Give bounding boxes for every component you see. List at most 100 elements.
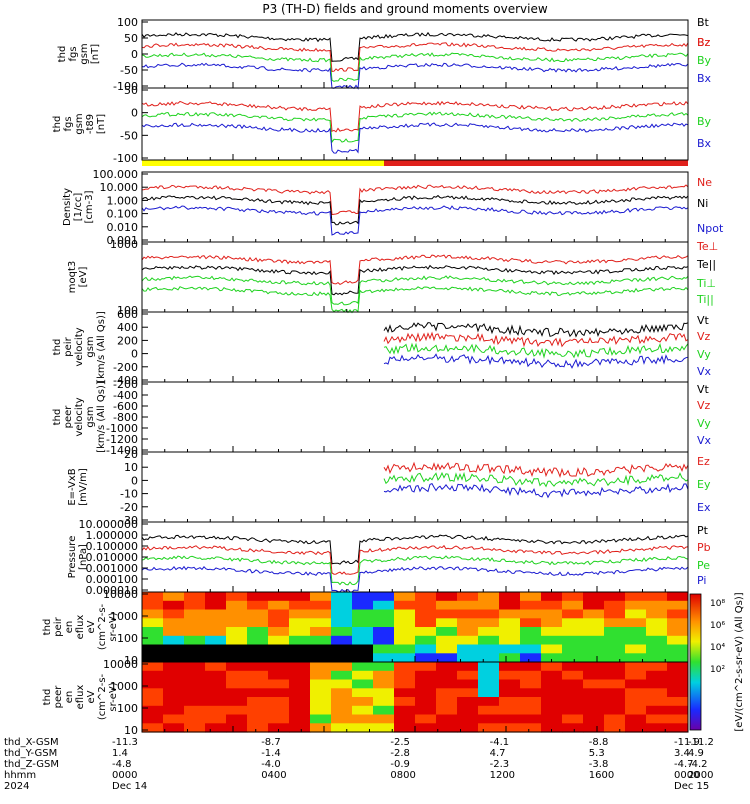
y-axis-label: [eV] xyxy=(78,267,89,288)
spectrogram-cell xyxy=(226,592,248,602)
spectrogram-cell xyxy=(436,723,458,733)
spectrogram-cell xyxy=(541,705,563,716)
spectrogram-cell xyxy=(499,697,521,707)
spectrogram-cell xyxy=(520,705,542,716)
x-axis-value: -11.2 xyxy=(688,737,714,748)
series-line-Ti|| xyxy=(141,286,689,314)
spectrogram-cell xyxy=(289,662,311,672)
y-tick-label: 0.010 xyxy=(107,221,139,234)
spectrogram-cell xyxy=(310,714,332,724)
spectrogram-cell xyxy=(142,635,164,646)
spectrogram-cell xyxy=(142,592,164,602)
spectrogram-cell xyxy=(625,723,647,733)
x-axis-value: -0.9 xyxy=(390,759,410,770)
spectrogram-cell xyxy=(226,670,248,681)
spectrogram-cell xyxy=(394,609,416,619)
spectrogram-cell xyxy=(331,644,353,654)
x-axis-value: Dec 14 xyxy=(112,781,147,792)
spectrogram-cell xyxy=(373,592,395,602)
series-line-Ti⊥ xyxy=(141,275,689,306)
panel-1: 100 50 0 -50 -100 thd fgs gsm [nT] Bt Bz By Bx xyxy=(57,16,712,93)
spectrogram-cell xyxy=(604,670,626,681)
spectrogram-cell xyxy=(436,609,458,619)
spectrogram-cell xyxy=(520,679,542,689)
legend-entry-Pb: Pb xyxy=(697,541,711,554)
x-axis-value: 3.4 xyxy=(674,748,690,759)
spectrogram-cell xyxy=(562,705,584,716)
spectrogram-cell xyxy=(541,627,563,637)
x-axis-value: 0400 xyxy=(261,770,286,781)
colorbar-tick-label: 10⁶ xyxy=(710,621,725,631)
spectrogram-cell xyxy=(184,679,206,689)
spectrogram-cell xyxy=(625,670,647,681)
legend-entry-Bx: Bx xyxy=(697,72,712,85)
spectrogram-cell xyxy=(499,705,521,716)
series-line-Npot xyxy=(141,205,689,236)
spectrogram-cell xyxy=(289,670,311,681)
spectrogram-cell xyxy=(205,600,227,611)
spectrogram-cell xyxy=(226,705,248,716)
legend-entry-Vt: Vt xyxy=(697,383,710,396)
spectrogram-cell xyxy=(457,714,479,724)
spectrogram-cell xyxy=(142,705,164,716)
spectrogram-cell xyxy=(163,644,185,654)
x-axis-value: -11.9 xyxy=(674,737,700,748)
spectrogram-cell xyxy=(247,644,269,654)
y-axis-label: gsm xyxy=(85,406,96,427)
spectrogram-cell xyxy=(331,723,353,733)
spectrogram-cell xyxy=(625,714,647,724)
spectrogram-cell xyxy=(436,653,458,663)
spectrogram-cell xyxy=(268,688,290,698)
spectrogram-cell xyxy=(457,644,479,654)
y-tick-label: -100 xyxy=(113,152,138,165)
spectrogram-cell xyxy=(415,714,437,724)
spectrogram-cell xyxy=(604,600,626,611)
spectrogram-cell xyxy=(646,600,668,611)
y-axis-label: eV xyxy=(86,690,97,703)
spectrogram-cell xyxy=(436,697,458,707)
x-axis-value: -8.8 xyxy=(589,737,609,748)
spectrogram-cell xyxy=(457,662,479,672)
spectrogram-cell xyxy=(646,714,668,724)
spectrogram-cell xyxy=(247,627,269,637)
spectrogram-cell xyxy=(646,635,668,646)
spectrogram-cell xyxy=(667,600,689,611)
spectrogram-cell xyxy=(604,697,626,707)
colorbar-tick-label: 10² xyxy=(710,665,725,675)
spectrogram-cell xyxy=(352,592,374,602)
spectrogram-cell xyxy=(520,723,542,733)
spectrogram-cell xyxy=(184,653,206,663)
spectrogram-cell xyxy=(226,723,248,733)
spectrogram-cell xyxy=(562,635,584,646)
y-axis-label: [1/cc] xyxy=(73,193,84,222)
y-tick-label: -20 xyxy=(120,501,138,514)
y-axis-label: en xyxy=(64,691,75,704)
spectrogram-cell xyxy=(352,670,374,681)
y-axis-label: sr-eV) xyxy=(108,612,119,641)
y-axis-label: [nT] xyxy=(90,44,101,64)
spectrogram-cell xyxy=(268,714,290,724)
x-axis-value: -4.8 xyxy=(112,759,132,770)
y-axis-label: thd xyxy=(42,689,53,706)
x-axis-value: -11.3 xyxy=(112,737,138,748)
spectrogram-cell xyxy=(436,679,458,689)
spectrogram-cell xyxy=(289,679,311,689)
spectrogram-cell xyxy=(352,705,374,716)
spectrogram-cell xyxy=(373,635,395,646)
spectrogram-cell xyxy=(184,635,206,646)
spectrogram-cell xyxy=(184,723,206,733)
spectrogram-cell xyxy=(226,688,248,698)
spectrogram-cell xyxy=(604,644,626,654)
series-line-Bt xyxy=(141,31,689,62)
spectrogram-cell xyxy=(646,723,668,733)
spectrogram-cell xyxy=(373,714,395,724)
spectrogram-cell xyxy=(499,688,521,698)
spectrogram-cell xyxy=(520,635,542,646)
colorbar-tick-label: 10⁴ xyxy=(710,643,725,653)
spectrogram-cell xyxy=(667,679,689,689)
legend-entry-Vy: Vy xyxy=(697,348,711,361)
spectrogram-cell xyxy=(205,662,227,672)
x-axis-value: 1.4 xyxy=(112,748,128,759)
spectrogram-cell xyxy=(667,635,689,646)
